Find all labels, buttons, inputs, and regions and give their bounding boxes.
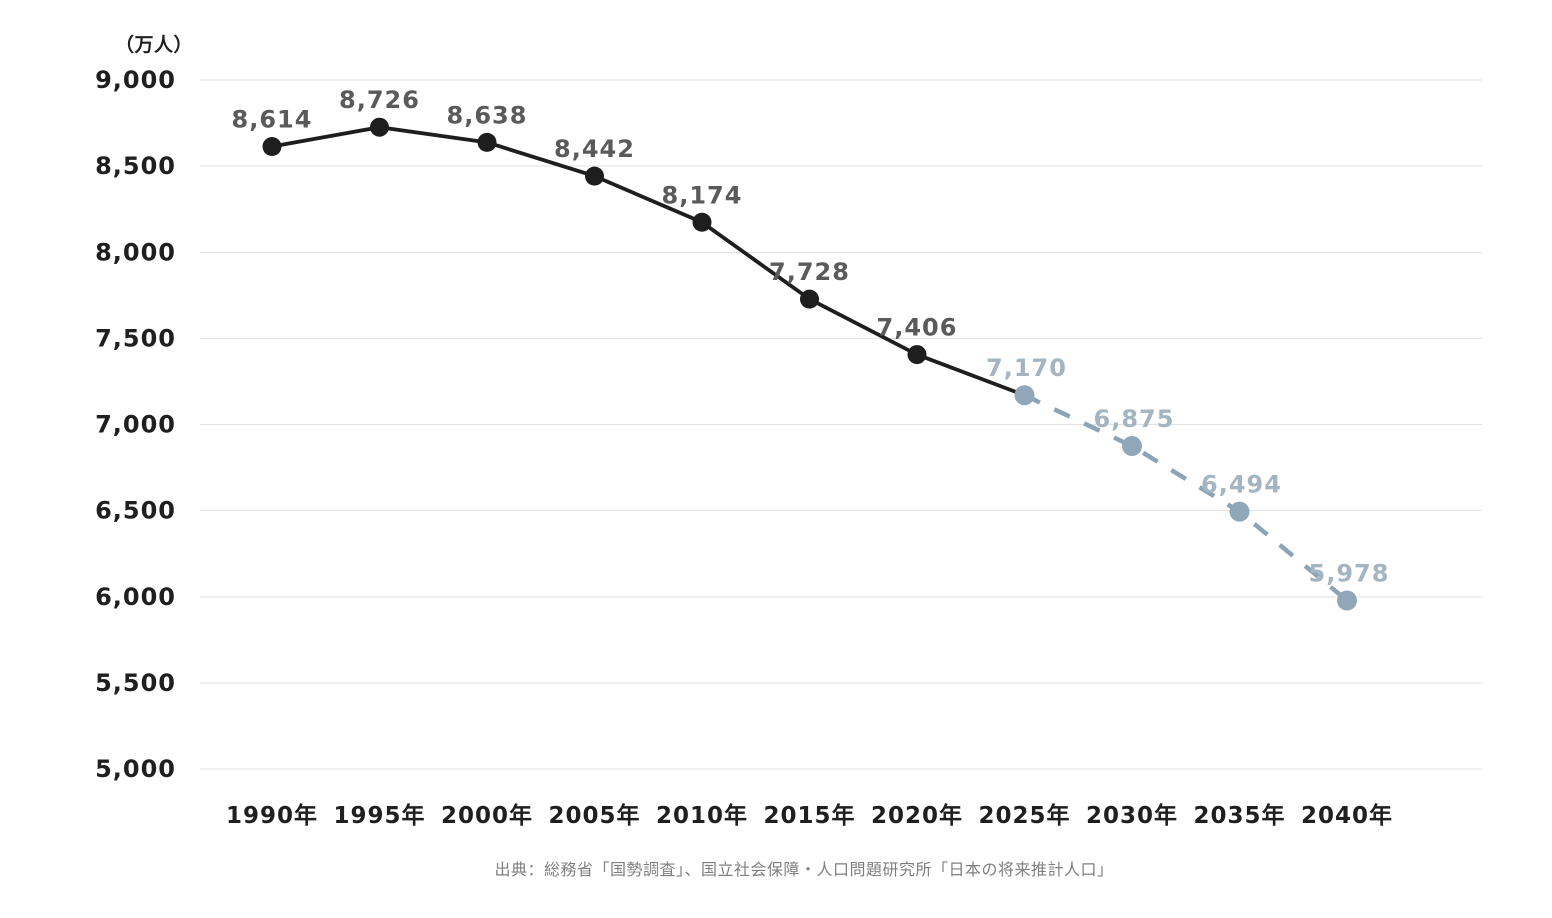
data-point-label-actual: 8,442 (554, 135, 635, 163)
data-point-actual (477, 132, 497, 152)
x-axis-tick-label: 1990年 (226, 802, 318, 829)
y-axis-tick-label: 8,000 (95, 238, 176, 266)
data-point-actual (585, 166, 604, 186)
data-point-label-projection: 6,494 (1201, 471, 1282, 499)
source-caption: 出典：総務省「国勢調査」、国立社会保障・人口問題研究所「日本の将来推計人口」 (494, 860, 1114, 879)
data-point-projection (1229, 501, 1250, 522)
actual-series-line (270, 125, 1027, 398)
data-point-label-actual: 8,726 (339, 86, 420, 114)
x-axis-tick-label: 2020年 (871, 802, 963, 829)
data-point-label-projection: 6,875 (1094, 405, 1175, 433)
projection-series-line (1023, 393, 1349, 603)
data-point-label-actual: 8,614 (232, 105, 313, 133)
x-axis-tick-label: 2000年 (441, 802, 533, 829)
data-point-actual (907, 345, 927, 365)
y-axis-tick-label: 7,500 (95, 324, 176, 352)
x-axis-tick-label: 2040年 (1301, 802, 1393, 829)
y-axis-tick-label: 5,000 (95, 755, 176, 783)
y-axis-tick-label: 7,000 (95, 411, 176, 439)
y-axis-tick-label: 6,000 (95, 583, 176, 611)
data-point-projection (1337, 590, 1357, 611)
data-point-projection (1122, 436, 1142, 457)
data-point-label-projection: 7,170 (986, 354, 1067, 382)
data-point-actual (370, 117, 389, 137)
x-axis-tick-label: 2015年 (763, 802, 855, 829)
data-point-actual (692, 212, 712, 232)
data-point-label-projection: 5,978 (1309, 560, 1390, 588)
data-point-label-actual: 7,406 (877, 314, 958, 342)
y-axis-tick-label: 6,500 (95, 497, 176, 525)
x-axis-tick-label: 1995年 (333, 802, 425, 829)
data-point-actual (262, 136, 282, 156)
data-point-label-actual: 7,728 (769, 258, 850, 286)
data-point-label-actual: 8,638 (447, 101, 528, 129)
y-axis-unit-label: （万人） (114, 34, 193, 56)
y-axis-tick-label: 5,500 (95, 669, 176, 697)
data-point-label-actual: 8,174 (662, 181, 743, 209)
x-axis-tick-label: 2025年 (978, 802, 1070, 829)
x-axis-tick-label: 2030年 (1086, 802, 1178, 829)
x-axis-tick-label: 2035年 (1193, 802, 1285, 829)
x-axis-tick-label: 2005年 (548, 802, 640, 829)
data-point-projection (1014, 385, 1035, 406)
y-axis-tick-label: 9,000 (95, 66, 176, 94)
data-point-actual (800, 289, 819, 309)
y-axis-tick-label: 8,500 (95, 152, 176, 180)
x-axis-tick-label: 2010年 (656, 802, 748, 829)
